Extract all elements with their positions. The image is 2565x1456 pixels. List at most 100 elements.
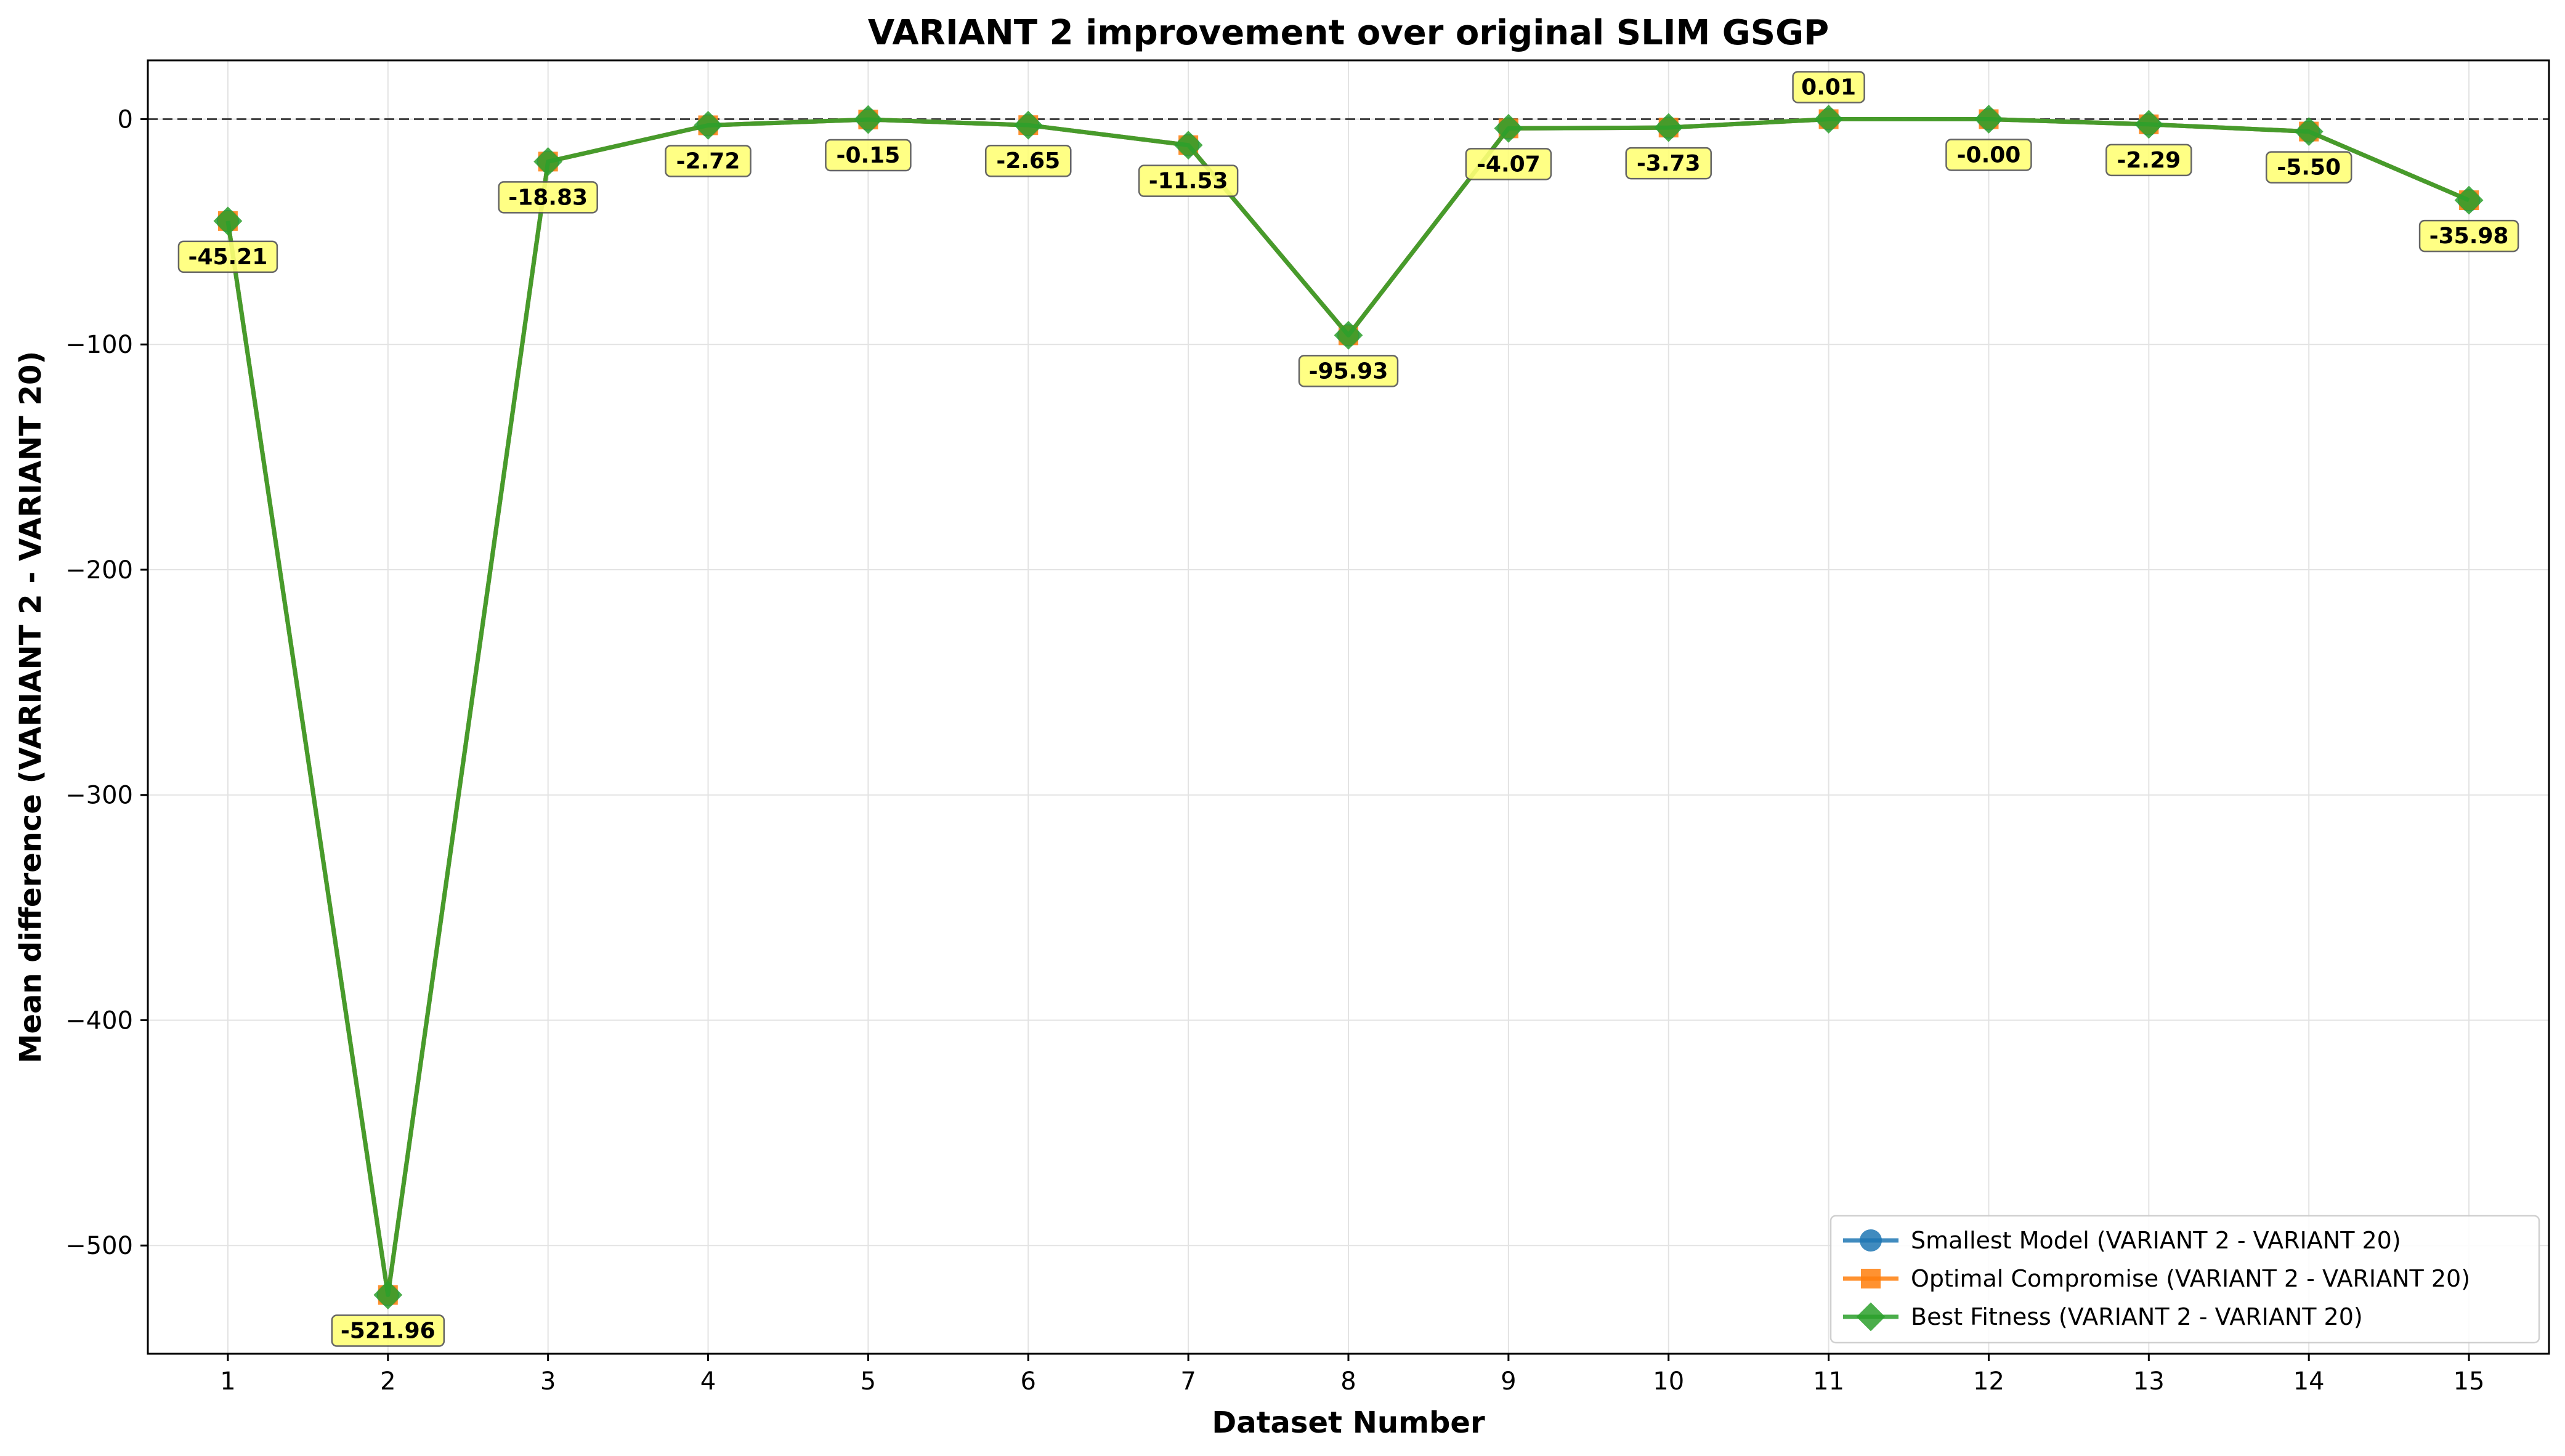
data-label: -18.83 — [498, 181, 598, 214]
data-label-box — [498, 181, 598, 214]
data-label: -11.53 — [1138, 164, 1239, 197]
series-point — [1173, 131, 1203, 160]
data-label-group: -45.21 -521.96 -18.83 -2.72 -0.15 -2.65 -11.53… — [177, 71, 2519, 1347]
x-tick-label: 2 — [380, 1367, 395, 1396]
x-tick-label: 5 — [861, 1367, 876, 1396]
data-label-text: -521.96 — [341, 1319, 436, 1344]
x-tick-label: 4 — [700, 1367, 716, 1396]
series-point — [853, 105, 883, 134]
series-point — [373, 1280, 403, 1309]
series-point — [1334, 320, 1363, 350]
series-3 — [213, 105, 2484, 1309]
data-label-box — [1792, 71, 1865, 103]
data-label-box — [985, 144, 1072, 177]
x-tick-label: 3 — [540, 1367, 556, 1396]
series-point — [2134, 110, 2163, 139]
data-label: -2.29 — [2105, 144, 2192, 177]
data-label-box — [1298, 355, 1399, 387]
y-tick-label: 0 — [118, 105, 133, 134]
data-label-box — [2105, 144, 2192, 177]
series-point — [1654, 113, 1684, 142]
data-label: -2.72 — [665, 145, 752, 177]
y-tick-label: −200 — [65, 556, 133, 584]
series-group — [213, 105, 2484, 1309]
x-tick-label: 7 — [1180, 1367, 1196, 1396]
series-point — [213, 206, 243, 236]
y-axis-title: Mean difference (VARIANT 2 - VARIANT 20) — [14, 351, 48, 1064]
x-tick-label: 15 — [2454, 1367, 2485, 1396]
data-label-text: -95.93 — [1309, 358, 1388, 384]
x-tick-label: 10 — [1653, 1367, 1684, 1396]
series-point — [1974, 105, 2003, 134]
x-tick-label: 11 — [1813, 1367, 1844, 1396]
y-tick-label: −400 — [65, 1006, 133, 1035]
data-label-text: -4.07 — [1477, 152, 1541, 177]
data-label-text: -35.98 — [2429, 224, 2509, 249]
data-label-box — [1625, 147, 1712, 180]
chart-title: VARIANT 2 improvement over original SLIM… — [868, 13, 1829, 53]
legend-marker — [1856, 1302, 1886, 1332]
data-label-text: 0.01 — [1801, 75, 1856, 100]
data-label: -35.98 — [2418, 219, 2519, 253]
x-axis-title: Dataset Number — [1212, 1405, 1485, 1440]
data-label-text: -2.65 — [996, 148, 1060, 174]
data-label-text: -11.53 — [1149, 169, 1228, 194]
data-label: -0.15 — [825, 139, 912, 172]
data-label-box — [331, 1314, 445, 1347]
series-point — [1814, 105, 1844, 134]
y-tick-label: −100 — [65, 331, 133, 359]
legend-entry: Best Fitness (VARIANT 2 - VARIANT 20) — [1843, 1302, 2363, 1332]
y-tick-label: −500 — [65, 1232, 133, 1260]
data-label-text: -2.72 — [676, 148, 740, 174]
data-label: -2.65 — [985, 144, 1072, 177]
x-tick-label: 13 — [2133, 1367, 2165, 1396]
data-label: -45.21 — [177, 240, 278, 273]
data-label-box — [825, 139, 912, 172]
data-label-text: -3.73 — [1637, 151, 1701, 176]
data-label-box — [1138, 164, 1239, 197]
series-point — [2294, 117, 2324, 147]
data-label-text: -5.50 — [2277, 155, 2341, 180]
x-tick-label: 1 — [220, 1367, 235, 1396]
data-label-text: -18.83 — [508, 185, 588, 210]
x-tick-label: 9 — [1501, 1367, 1516, 1396]
x-tick-label: 14 — [2293, 1367, 2325, 1396]
series-point — [1013, 110, 1043, 140]
data-label: -521.96 — [331, 1314, 445, 1347]
legend-entry: Smallest Model (VARIANT 2 - VARIANT 20) — [1843, 1227, 2401, 1254]
data-label-text: -0.00 — [1957, 142, 2021, 168]
y-tick-label: −300 — [65, 782, 133, 810]
data-label: -5.50 — [2265, 151, 2352, 184]
data-label-text: -45.21 — [188, 245, 268, 270]
series-point — [2454, 185, 2484, 215]
data-label-box — [1945, 139, 2032, 171]
x-tick-label: 12 — [1973, 1367, 2004, 1396]
data-label-text: -0.15 — [837, 143, 901, 168]
data-label: 0.01 — [1792, 71, 1865, 103]
x-tick-label: 6 — [1021, 1367, 1036, 1396]
legend-frame — [1830, 1215, 2540, 1344]
series-point — [1494, 113, 1523, 143]
data-label-text: -2.29 — [2117, 148, 2181, 173]
data-label-box — [1465, 148, 1552, 180]
data-label-box — [177, 240, 278, 273]
legend-marker — [1861, 1269, 1881, 1288]
data-label-box — [2418, 219, 2519, 253]
series-point — [533, 147, 563, 176]
legend-marker — [1860, 1229, 1882, 1252]
y-axis-ticks: 0 −100 −200 −300 −400 −500 — [65, 105, 148, 1260]
data-label: -4.07 — [1465, 148, 1552, 180]
series-point — [694, 111, 723, 140]
data-label-box — [2265, 151, 2352, 184]
x-axis-ticks: 1 2 3 4 5 6 7 8 9 10 11 12 13 14 15 — [220, 1354, 2485, 1396]
data-label: -0.00 — [1945, 139, 2032, 171]
legend: Smallest Model (VARIANT 2 - VARIANT 20) O… — [1830, 1215, 2540, 1344]
legend-label: Best Fitness (VARIANT 2 - VARIANT 20) — [1911, 1303, 2363, 1330]
legend-label: Optimal Compromise (VARIANT 2 - VARIANT … — [1911, 1265, 2470, 1292]
legend-entry: Optimal Compromise (VARIANT 2 - VARIANT … — [1843, 1265, 2470, 1292]
legend-label: Smallest Model (VARIANT 2 - VARIANT 20) — [1911, 1227, 2401, 1254]
grid-lines — [148, 60, 2549, 1354]
data-label: -3.73 — [1625, 147, 1712, 180]
data-label-box — [665, 145, 752, 177]
